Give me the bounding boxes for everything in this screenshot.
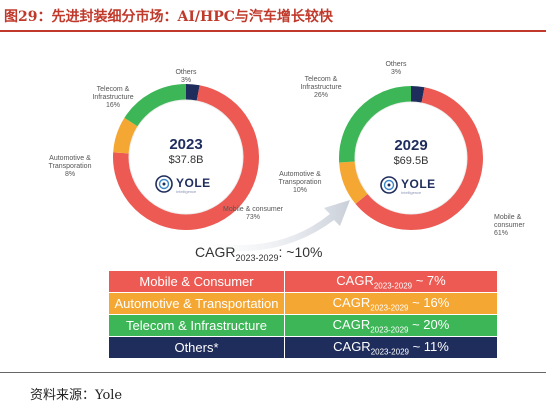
center-total: $69.5B xyxy=(394,155,429,167)
donut-slice-others xyxy=(410,86,425,104)
center-year: 2029 xyxy=(394,137,427,154)
source-note: 资料来源：Yole xyxy=(30,388,123,403)
cagr-table: Mobile & Consumer CAGR2023-2029 ~ 7% Autom… xyxy=(108,270,498,359)
segment-name: Telecom & Infrastructure xyxy=(108,314,285,337)
segment-cagr: CAGR2023-2029 ~ 11% xyxy=(284,336,498,359)
logo-text: YOLE xyxy=(176,176,211,190)
table-row: Others* CAGR2023-2029 ~ 11% xyxy=(108,336,498,359)
donut-slice-telecom xyxy=(124,84,187,127)
donut-slice-others xyxy=(185,84,200,102)
donut-hole xyxy=(128,99,244,215)
segment-name: Automotive & Transportation xyxy=(108,292,285,315)
donut-slice-mobile xyxy=(355,87,483,230)
donut-slice-telecom xyxy=(339,86,412,163)
table-row: Mobile & Consumer CAGR2023-2029 ~ 7% xyxy=(108,270,498,293)
segment-cagr: CAGR2023-2029 ~ 16% xyxy=(284,292,498,315)
logo-text: YOLE xyxy=(401,177,436,191)
table-row: Automotive & Transportation CAGR2023-2029… xyxy=(108,292,498,315)
segment-cagr: CAGR2023-2029 ~ 20% xyxy=(284,314,498,337)
slice-label: Telecom & Infrastructure 16% xyxy=(92,86,133,109)
table-row: Telecom & Infrastructure CAGR2023-2029 ~ … xyxy=(108,314,498,337)
donut-slice-automotive xyxy=(339,161,369,204)
slice-label: Automotive & Transporation 10% xyxy=(279,171,322,194)
donut-slice-automotive xyxy=(113,117,139,154)
segment-name: Others* xyxy=(108,336,285,359)
source-rule xyxy=(0,372,546,373)
donut-hole xyxy=(354,101,468,215)
slice-label: Mobile & consumer 61% xyxy=(494,214,525,237)
overall-cagr: CAGR2023-2029: ~10% xyxy=(195,244,322,263)
segment-name: Mobile & Consumer xyxy=(108,270,285,293)
logo-subtext: Intelligence xyxy=(401,190,422,195)
donut-charts: CAGR2023-2029: ~10% 2023$37.8BYOLEIntell… xyxy=(49,61,526,263)
title-rule xyxy=(0,30,546,32)
logo-subtext: Intelligence xyxy=(176,189,197,194)
figure-title: 图29：先进封装细分市场：AI/HPC与汽车增长较快 xyxy=(4,9,333,25)
donut-slice-mobile-consumer xyxy=(113,85,259,230)
segment-cagr: CAGR2023-2029 ~ 7% xyxy=(284,270,498,293)
slice-label: Automotive & Transporation 8% xyxy=(49,155,92,178)
growth-arrow xyxy=(180,200,350,252)
center-total: $37.8B xyxy=(169,154,204,166)
slice-label: Others 3% xyxy=(385,61,407,76)
slice-label: Telecom & Infrastructure 26% xyxy=(300,76,341,99)
center-year: 2023 xyxy=(169,136,202,153)
slice-label: Others 3% xyxy=(175,69,197,84)
slice-label: Mobile & consumer 73% xyxy=(223,206,284,221)
